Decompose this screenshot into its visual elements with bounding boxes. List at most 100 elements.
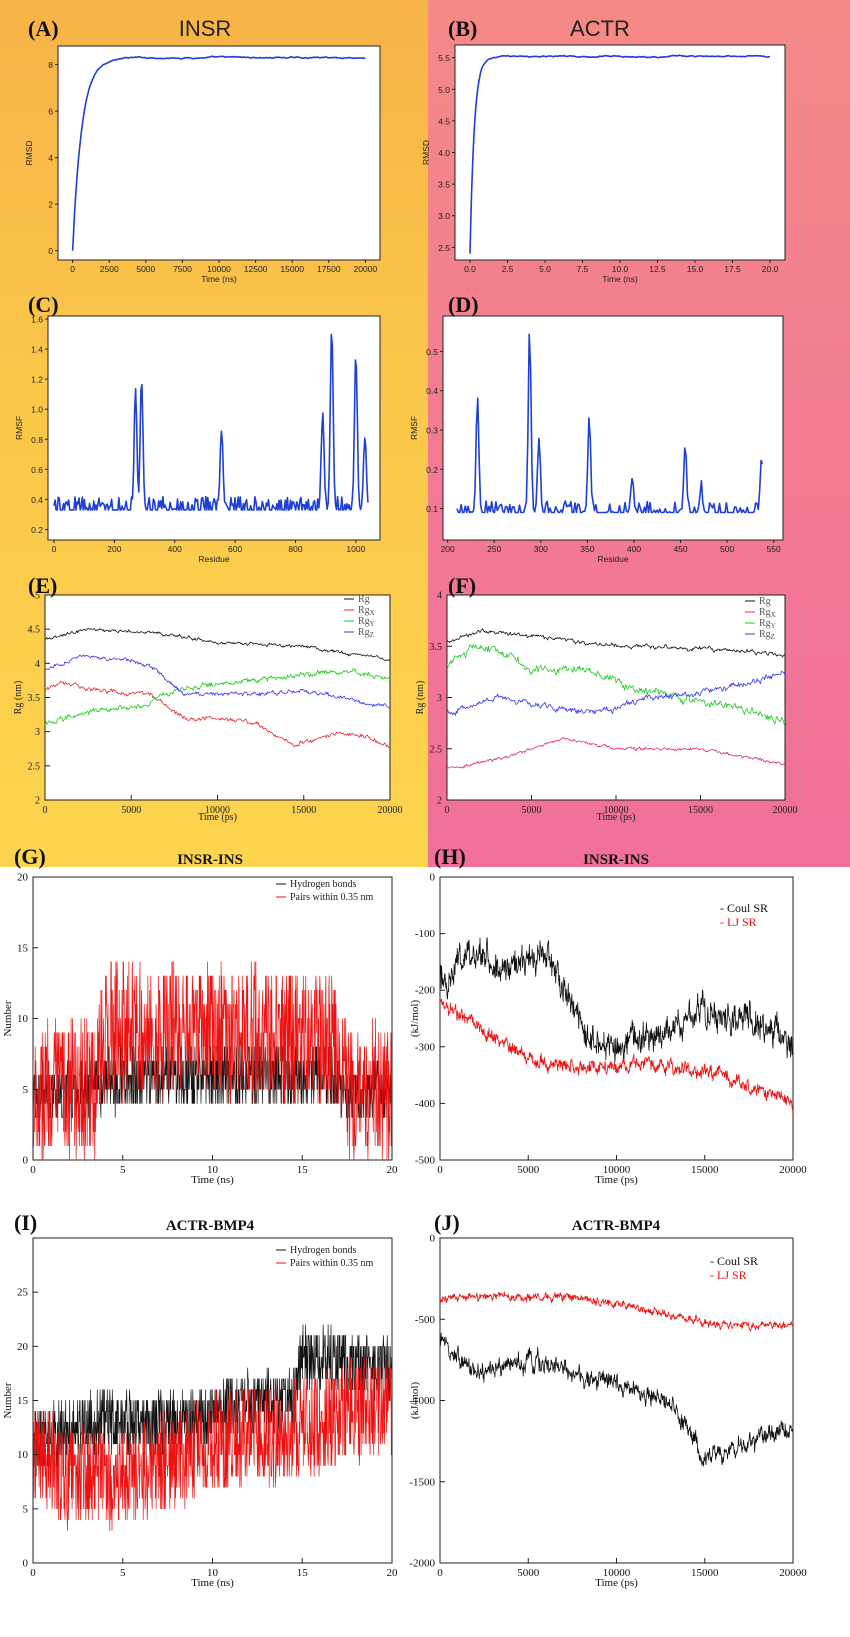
panel-label: (E) (28, 573, 57, 598)
series-line-rgy (45, 668, 390, 725)
x-tick-label: 20000 (779, 1567, 807, 1579)
chart-a: 0 2500 5000 7500 10000 12500 15000 17500 20000 0 2… (24, 16, 381, 284)
y-tick-label: 0 (430, 1233, 436, 1245)
x-axis-label: Time (ps) (595, 1577, 638, 1589)
x-tick-label: 2.5 (502, 264, 514, 274)
chart-e: 0 5000 10000 15000 20000 2 2.5 3 3.5 4 4.5 5 Time (p… (13, 573, 403, 823)
panel-title: INSR-INS (583, 852, 649, 868)
y-tick-label: 4 (48, 153, 53, 163)
legend-subscript: X (370, 609, 375, 617)
x-axis-label: Time (ps) (198, 812, 237, 823)
legend-subscript: Y (771, 622, 776, 630)
series-line-lj-sr (440, 998, 793, 1111)
panel-label: (C) (28, 292, 59, 317)
plot-area (446, 594, 786, 801)
x-tick-label: 0.0 (464, 264, 476, 274)
y-tick-label: 1.0 (31, 405, 43, 415)
legend-entry: Rg (759, 596, 771, 607)
plot-area (57, 45, 381, 261)
x-axis-label: Residue (597, 554, 628, 564)
panel-label: (D) (448, 292, 479, 317)
legend-entry: - Coul SR (710, 1254, 758, 1268)
panel-label: (F) (448, 573, 476, 598)
y-tick-label: -500 (415, 1155, 436, 1167)
x-tick-label: 5000 (522, 805, 542, 816)
chart-i: 0 5 10 15 20 0 5 10 15 20 25 Time (ns) Number (I) ACTR… (2, 1210, 398, 1589)
legend-subscript: Z (771, 633, 775, 641)
y-tick-label: 2 (35, 796, 40, 807)
y-tick-label: 15 (17, 1395, 29, 1407)
x-tick-label: 5000 (517, 1567, 540, 1579)
y-tick-label: 3.0 (438, 211, 450, 221)
x-tick-label: 15000 (291, 805, 316, 816)
y-tick-label: -400 (415, 1098, 436, 1110)
y-tick-label: -200 (415, 985, 436, 997)
y-tick-label: 3.5 (438, 180, 450, 190)
plot-area (44, 594, 391, 801)
y-tick-label: 0.4 (426, 386, 438, 396)
panel-title: INSR-INS (177, 852, 243, 868)
y-tick-label: 0.5 (426, 347, 438, 357)
x-tick-label: 10 (207, 1567, 219, 1579)
y-axis-label: Rg (nm) (415, 681, 426, 715)
series-line-rgz (447, 670, 785, 716)
x-tick-label: 200 (107, 544, 121, 554)
chart-d: 200 250 300 350 400 450 500 550 0.1 0.2 0.3 0.4 0.5 R… (409, 292, 784, 564)
x-tick-label: 250 (487, 544, 501, 554)
x-tick-label: 7.5 (577, 264, 589, 274)
plot-area (454, 44, 786, 261)
x-tick-label: 10000 (603, 1567, 631, 1579)
legend-subscript: X (771, 611, 776, 619)
x-tick-label: 0 (445, 805, 450, 816)
series-line-rgx (45, 680, 390, 749)
x-tick-label: 10000 (603, 1164, 631, 1176)
y-tick-label: 6 (48, 107, 53, 117)
y-tick-label: 2 (48, 200, 53, 210)
y-tick-label: 25 (17, 1287, 29, 1299)
legend-subscript: Z (370, 631, 374, 639)
x-tick-label: 0 (30, 1164, 36, 1176)
y-tick-label: 10 (17, 1013, 29, 1025)
x-tick-label: 0 (30, 1567, 36, 1579)
y-tick-label: 20 (17, 872, 29, 884)
panel-title: ACTR (570, 16, 630, 41)
x-tick-label: 12.5 (649, 264, 666, 274)
y-tick-label: 2.5 (438, 243, 450, 253)
y-tick-label: -500 (415, 1314, 436, 1326)
x-tick-label: 20000 (354, 264, 378, 274)
y-tick-label: 5.5 (438, 53, 450, 63)
x-tick-label: 0 (437, 1164, 443, 1176)
x-tick-label: 15 (297, 1164, 309, 1176)
x-tick-label: 7500 (173, 264, 192, 274)
y-tick-label: 1.2 (31, 375, 43, 385)
panel-label: (G) (14, 844, 46, 869)
y-tick-label: 5 (23, 1503, 29, 1515)
y-tick-label: 1.6 (31, 315, 43, 325)
x-tick-label: 400 (168, 544, 182, 554)
legend-entry: - LJ SR (720, 915, 757, 929)
y-tick-label: 4.5 (438, 116, 450, 126)
y-tick-label: 0 (23, 1155, 29, 1167)
legend-subscript: Y (370, 620, 375, 628)
x-tick-label: 5000 (136, 264, 155, 274)
y-tick-label: 0.6 (31, 465, 43, 475)
x-tick-label: 400 (627, 544, 641, 554)
x-tick-label: 0 (52, 544, 57, 554)
series-line-rmsf (456, 333, 764, 514)
legend-entry: - LJ SR (710, 1268, 747, 1282)
y-axis-label: RMSD (421, 140, 431, 165)
y-tick-label: 15 (17, 942, 29, 954)
y-tick-label: 4.5 (28, 625, 41, 636)
x-axis-label: Time (ps) (595, 1174, 638, 1186)
y-tick-label: -100 (415, 928, 436, 940)
x-tick-label: 20000 (378, 805, 403, 816)
y-tick-label: 4 (437, 591, 442, 602)
panel-title: ACTR-BMP4 (572, 1218, 661, 1234)
x-tick-label: 20 (387, 1164, 399, 1176)
panel-label: (A) (28, 16, 59, 41)
y-axis-label: RMSF (409, 416, 419, 440)
series-line-pairs-within-0-35-nm (33, 1356, 392, 1531)
y-axis-label: Rg (nm) (13, 681, 24, 715)
x-axis-label: Time (ns) (201, 274, 237, 284)
x-axis-label: Residue (198, 554, 229, 564)
